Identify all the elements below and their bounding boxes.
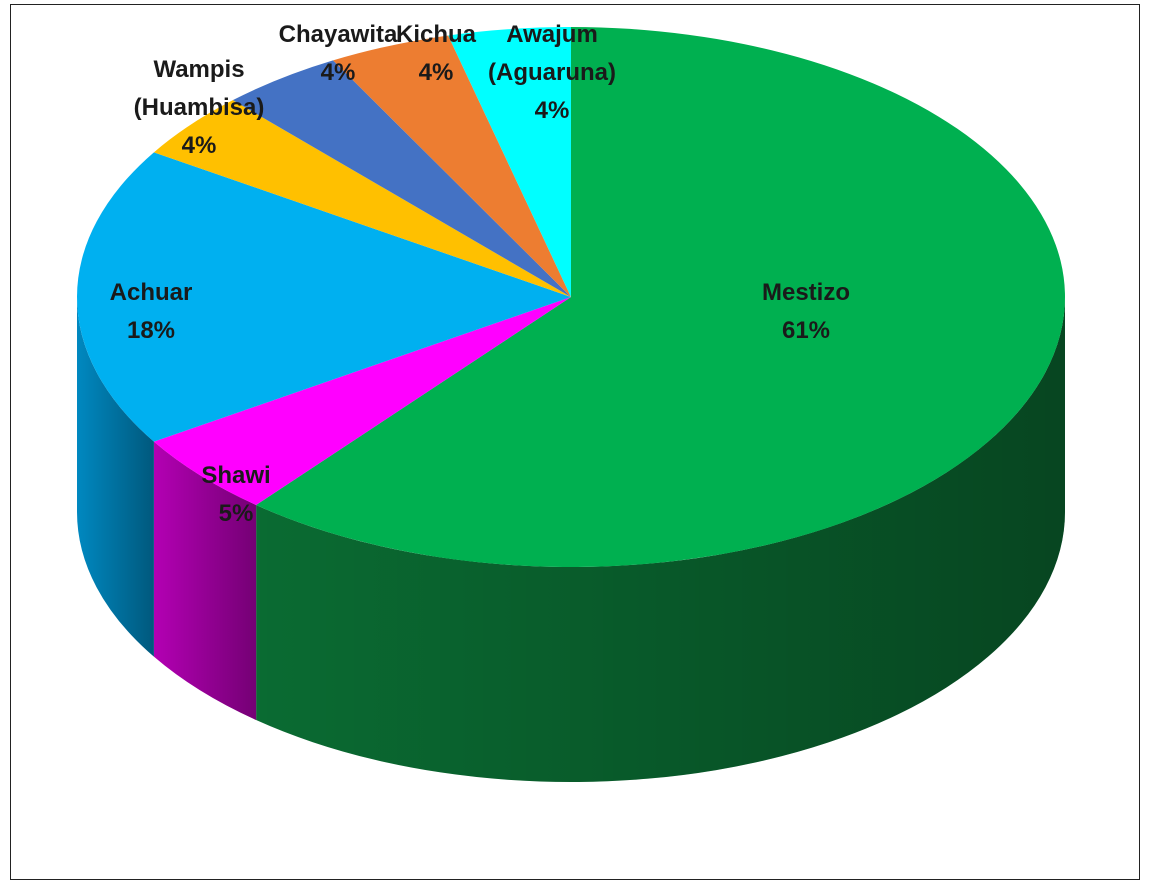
pie-sides (77, 297, 1065, 783)
data-label-kichua: Kichua 4% (396, 21, 477, 86)
pie-tops (77, 27, 1066, 567)
data-label-value: 18% (127, 317, 175, 344)
data-label-value: 4% (182, 132, 217, 159)
data-label-achuar: Achuar 18% (110, 279, 193, 344)
pie-slice-chayawita (232, 60, 571, 297)
data-label-chayawita: Chayawita 4% (279, 21, 398, 86)
pie-slice-wampis-huambisa (153, 100, 571, 298)
pie-slice-kichua (333, 35, 571, 297)
data-label-category: Chayawita (279, 21, 398, 48)
data-label-wampis-huambisa: Wampis (Huambisa) 4% (134, 56, 265, 159)
pie-chart: Mestizo 61% Shawi 5% Achuar 18% Wampis (Huambis… (77, 21, 1066, 783)
pie-labels: Mestizo 61% Shawi 5% Achuar 18% Wampis (Huambis… (110, 21, 850, 527)
pie-side-shade-achuar (77, 297, 154, 657)
chart-frame: Mestizo 61% Shawi 5% Achuar 18% Wampis (Huambis… (10, 4, 1140, 880)
data-label-value: 4% (535, 97, 570, 124)
pie-side-shade-mestizo (256, 297, 1065, 783)
data-label-category: (Aguaruna) (488, 59, 616, 86)
data-label-category: Shawi (201, 462, 270, 489)
data-label-awajum-aguaruna: Awajum (Aguaruna) 4% (488, 21, 616, 124)
data-label-category: Mestizo (762, 279, 850, 306)
data-label-category: Awajum (506, 21, 598, 48)
data-label-shawi: Shawi 5% (201, 462, 270, 527)
data-label-value: 4% (321, 59, 356, 86)
pie-slice-achuar (77, 152, 571, 442)
data-label-value: 5% (219, 500, 254, 527)
data-label-category: Kichua (396, 21, 477, 48)
data-label-category: (Huambisa) (134, 94, 265, 121)
data-label-category: Achuar (110, 279, 193, 306)
data-label-category: Wampis (153, 56, 244, 83)
pie-slice-shawi (153, 297, 571, 506)
data-label-value: 4% (419, 59, 454, 86)
data-label-mestizo: Mestizo 61% (762, 279, 850, 344)
pie-slice-awajum-aguaruna (448, 27, 571, 297)
pie-slice-mestizo (256, 27, 1066, 567)
data-label-value: 61% (782, 317, 830, 344)
pie-side-shade-shawi (153, 441, 257, 721)
